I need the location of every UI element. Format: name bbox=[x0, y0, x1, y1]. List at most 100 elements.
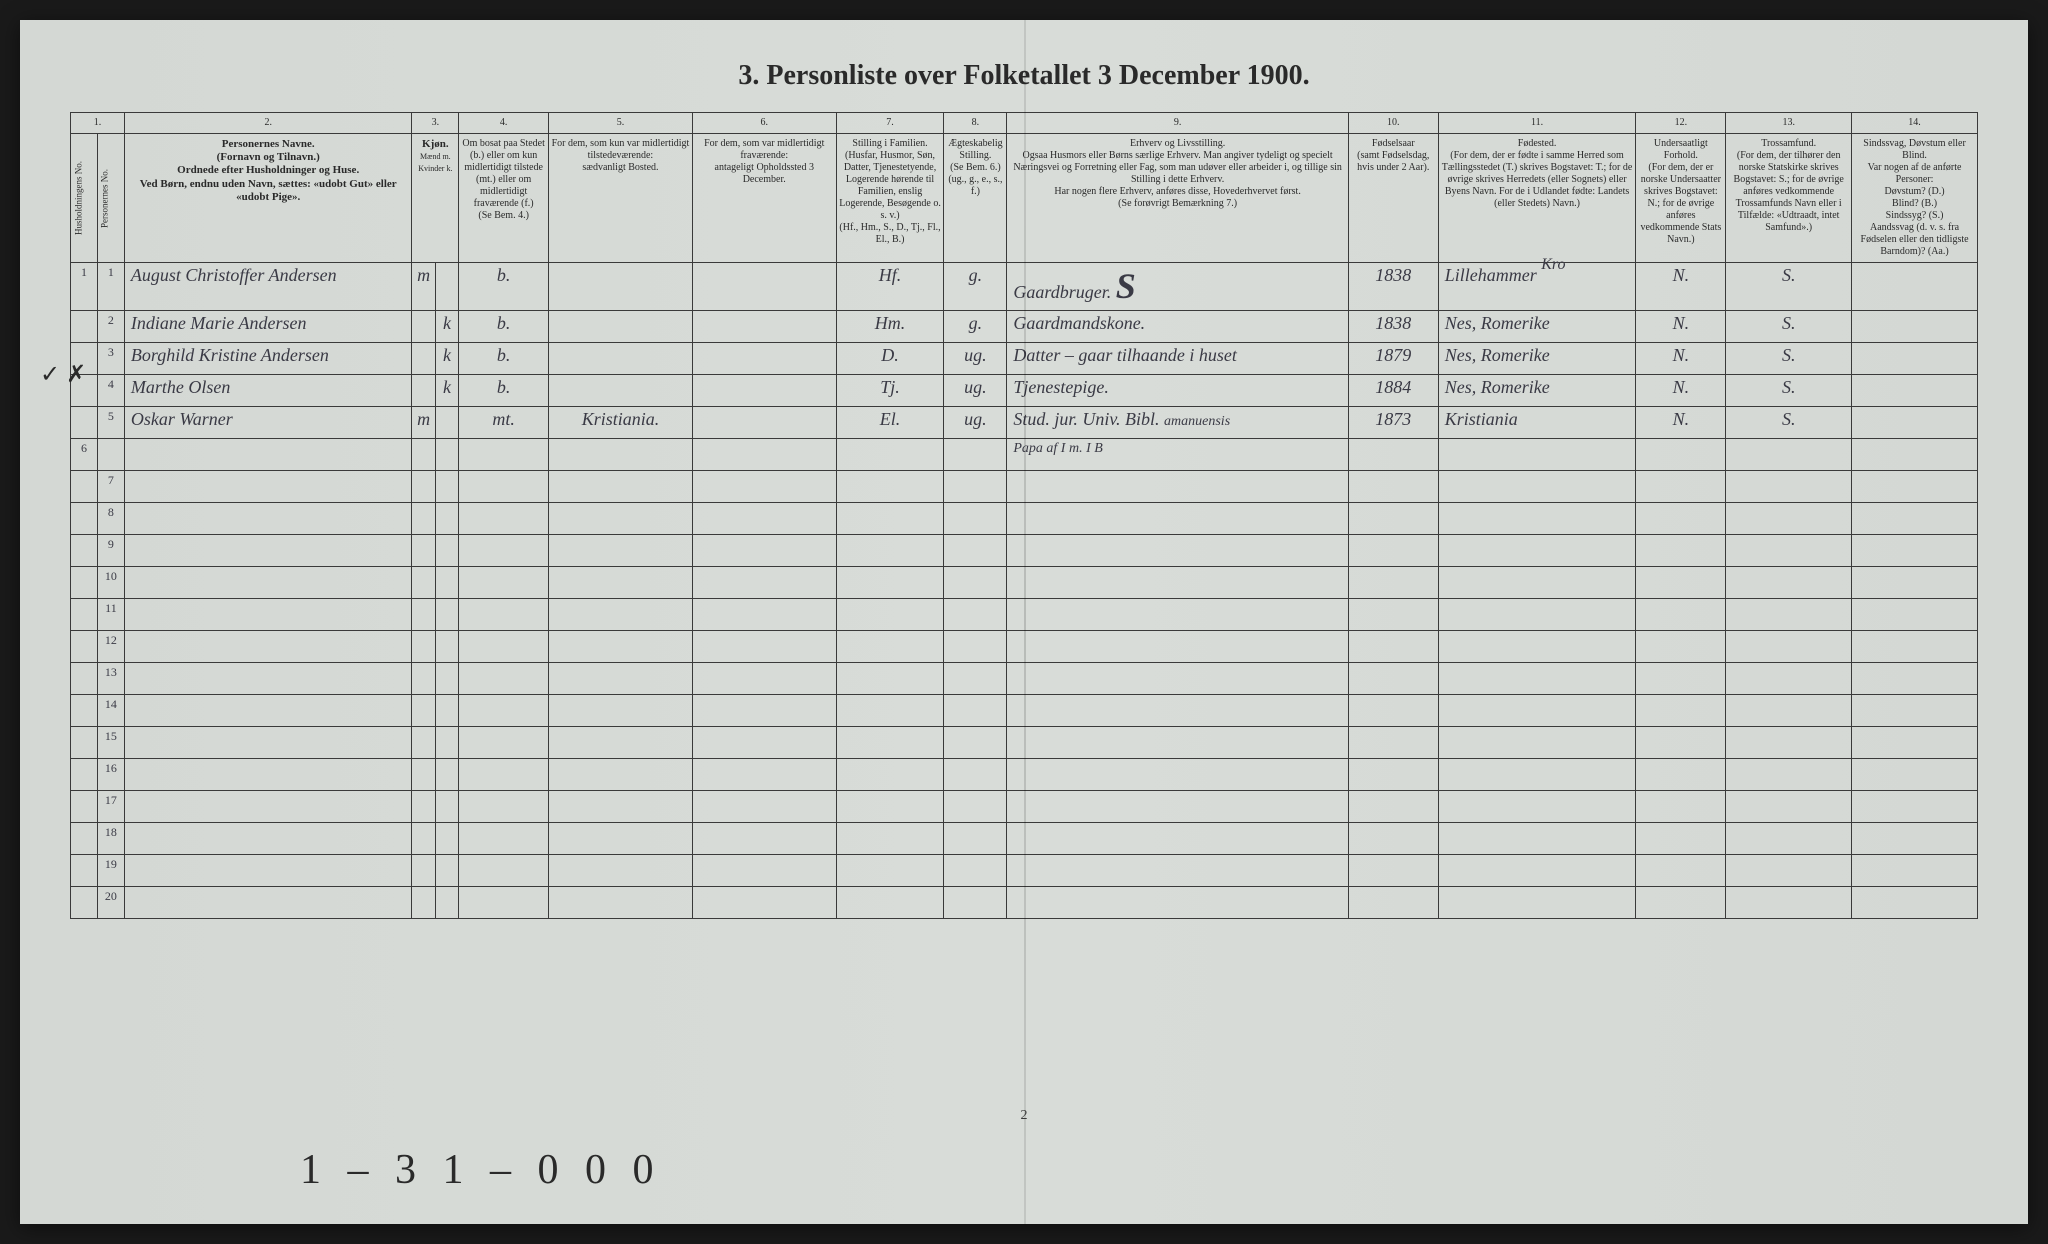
col-num-9: 9. bbox=[1007, 113, 1349, 134]
col-num-1: 1. bbox=[71, 113, 125, 134]
cell-name: Borghild Kristine Andersen bbox=[124, 343, 412, 375]
cell-household-no bbox=[71, 407, 98, 439]
cell-marital: ug. bbox=[944, 343, 1007, 375]
col-num-3: 3. bbox=[412, 113, 459, 134]
cell-row-number: 18 bbox=[97, 823, 124, 855]
cell-occupation: Gaardmandskone. bbox=[1007, 311, 1349, 343]
cell-faith: S. bbox=[1726, 407, 1852, 439]
cell-person-no: 5 bbox=[97, 407, 124, 439]
col-num-7: 7. bbox=[836, 113, 944, 134]
cell-sex-m: m bbox=[412, 263, 435, 311]
cell-residence: b. bbox=[459, 311, 549, 343]
cell-temp-absent bbox=[692, 407, 836, 439]
cell-row-number: 19 bbox=[97, 855, 124, 887]
cell-temp-present bbox=[549, 343, 693, 375]
cell-occupation: Stud. jur. Univ. Bibl. amanuensis bbox=[1007, 407, 1349, 439]
page-number: 2 bbox=[1021, 1108, 1028, 1124]
cell-row-number: 12 bbox=[97, 631, 124, 663]
cell-row-number: 10 bbox=[97, 567, 124, 599]
header-family-position: Stilling i Familien. (Husfar, Husmor, Sø… bbox=[836, 134, 944, 263]
cell-sex-k: k bbox=[435, 311, 458, 343]
cell-faith: S. bbox=[1726, 311, 1852, 343]
cell-person-no: 2 bbox=[97, 311, 124, 343]
header-household-no: Husholdningens No. bbox=[71, 134, 98, 263]
cell-temp-absent bbox=[692, 375, 836, 407]
cell-birthplace: Nes, Romerike bbox=[1438, 311, 1636, 343]
cell-residence: b. bbox=[459, 343, 549, 375]
cell-name: Oskar Warner bbox=[124, 407, 412, 439]
cell-nationality: N. bbox=[1636, 375, 1726, 407]
header-birth-year: Fødselsaar (samt Fødselsdag, hvis under … bbox=[1348, 134, 1438, 263]
cell-residence: b. bbox=[459, 263, 549, 311]
header-temp-present: For dem, som kun var midlertidigt tilste… bbox=[549, 134, 693, 263]
cell-person-no: 4 bbox=[97, 375, 124, 407]
cell-row-number: 15 bbox=[97, 727, 124, 759]
cell-family-pos: El. bbox=[836, 407, 944, 439]
cell-marital: g. bbox=[944, 263, 1007, 311]
cell-temp-absent bbox=[692, 343, 836, 375]
col-num-13: 13. bbox=[1726, 113, 1852, 134]
cell-birth-year: 1838 bbox=[1348, 263, 1438, 311]
cell-nationality: N. bbox=[1636, 311, 1726, 343]
cell-marital: g. bbox=[944, 311, 1007, 343]
cell-occupation: Tjenestepige. bbox=[1007, 375, 1349, 407]
col-num-8: 8. bbox=[944, 113, 1007, 134]
cell-marital: ug. bbox=[944, 407, 1007, 439]
cell-name: Marthe Olsen bbox=[124, 375, 412, 407]
cell-row-number: 9 bbox=[97, 535, 124, 567]
page-fold bbox=[1024, 20, 1026, 1224]
col-num-10: 10. bbox=[1348, 113, 1438, 134]
cell-disability bbox=[1852, 263, 1978, 311]
cell-disability bbox=[1852, 375, 1978, 407]
cell-row-number: 20 bbox=[97, 887, 124, 919]
cell-residence: mt. bbox=[459, 407, 549, 439]
cell-birthplace: Nes, Romerike bbox=[1438, 343, 1636, 375]
cell-birth-year: 1879 bbox=[1348, 343, 1438, 375]
cell-family-pos: Hf. bbox=[836, 263, 944, 311]
cell-temp-absent bbox=[692, 263, 836, 311]
col-num-6: 6. bbox=[692, 113, 836, 134]
cell-family-pos: Tj. bbox=[836, 375, 944, 407]
cell-temp-present bbox=[549, 375, 693, 407]
cell-sex-k: k bbox=[435, 375, 458, 407]
cell-temp-absent bbox=[692, 311, 836, 343]
header-birthplace: Fødested. (For dem, der er fødte i samme… bbox=[1438, 134, 1636, 263]
cell-household-no bbox=[71, 311, 98, 343]
header-disability: Sindssvag, Døvstum eller Blind. Var noge… bbox=[1852, 134, 1978, 263]
cell-sex-k bbox=[435, 407, 458, 439]
cell-birth-year: 1884 bbox=[1348, 375, 1438, 407]
col-num-5: 5. bbox=[549, 113, 693, 134]
cell-person-no: 6 bbox=[71, 439, 98, 471]
header-person-no: Personernes No. bbox=[97, 134, 124, 263]
cell-name: August Christoffer Andersen bbox=[124, 263, 412, 311]
header-nationality: Undersaatligt Forhold. (For dem, der er … bbox=[1636, 134, 1726, 263]
header-occupation: Erhverv og Livsstilling. Ogsaa Husmors e… bbox=[1007, 134, 1349, 263]
cell-row-number: 17 bbox=[97, 791, 124, 823]
col-num-11: 11. bbox=[1438, 113, 1636, 134]
cell-sex-m bbox=[412, 311, 435, 343]
cell-row-number: 16 bbox=[97, 759, 124, 791]
cell-person-no: 1 bbox=[97, 263, 124, 311]
header-temp-absent: For dem, som var midlertidigt fraværende… bbox=[692, 134, 836, 263]
cell-extra-annotation: Papa af I m. I B bbox=[1007, 439, 1349, 471]
header-marital: Ægteskabelig Stilling. (Se Bem. 6.) (ug.… bbox=[944, 134, 1007, 263]
cell-occupation: Gaardbruger. S bbox=[1007, 263, 1349, 311]
cell-row-number: 11 bbox=[97, 599, 124, 631]
cell-birthplace: Kristiania bbox=[1438, 407, 1636, 439]
cell-disability bbox=[1852, 407, 1978, 439]
cell-nationality: N. bbox=[1636, 343, 1726, 375]
cell-temp-present bbox=[549, 263, 693, 311]
cell-nationality: N. bbox=[1636, 263, 1726, 311]
cell-sex-k: k bbox=[435, 343, 458, 375]
col-num-12: 12. bbox=[1636, 113, 1726, 134]
census-page: 3. Personliste over Folketallet 3 Decemb… bbox=[20, 20, 2028, 1224]
cell-row-number: 13 bbox=[97, 663, 124, 695]
col-num-14: 14. bbox=[1852, 113, 1978, 134]
cell-sex-k bbox=[435, 263, 458, 311]
col-num-2: 2. bbox=[124, 113, 412, 134]
col-num-4: 4. bbox=[459, 113, 549, 134]
cell-family-pos: Hm. bbox=[836, 311, 944, 343]
cell-sex-m bbox=[412, 375, 435, 407]
header-faith: Trossamfund. (For dem, der tilhører den … bbox=[1726, 134, 1852, 263]
cell-faith: S. bbox=[1726, 343, 1852, 375]
